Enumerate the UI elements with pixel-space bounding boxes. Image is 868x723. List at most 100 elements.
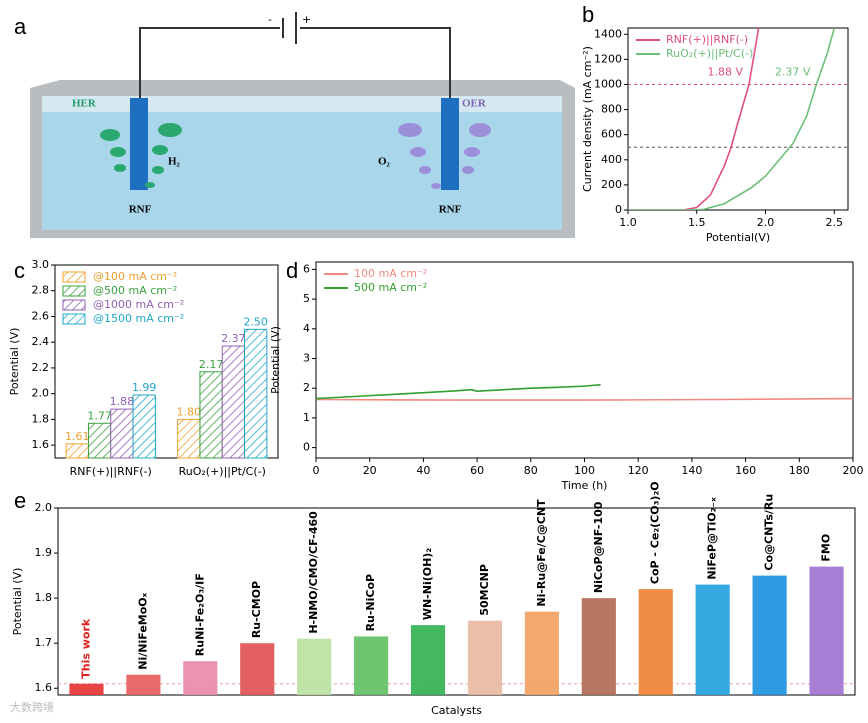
y-axis-label: Potential (V) — [269, 326, 282, 394]
legend-label: @100 mA cm⁻² — [93, 270, 177, 283]
x-tick-label: 100 — [574, 464, 595, 477]
wire — [139, 27, 280, 100]
x-tick-label: 180 — [789, 464, 810, 477]
y-tick-label: 1.8 — [32, 412, 50, 425]
y-tick-label: 1200 — [594, 52, 622, 65]
panel-letter: d — [286, 258, 298, 283]
panel-letter: c — [14, 258, 25, 283]
x-tick-label: 1.5 — [688, 216, 706, 229]
x-tick-label: 120 — [628, 464, 649, 477]
legend-label: @1500 mA cm⁻² — [93, 312, 184, 325]
value-label: 1.61 — [65, 430, 90, 443]
bar — [65, 443, 89, 459]
y-tick-label: 4 — [303, 322, 310, 335]
legend-label: RNF(+)||RNF(-) — [666, 33, 748, 46]
bar — [177, 418, 201, 459]
electrode — [441, 98, 459, 190]
bar — [87, 422, 112, 459]
y-tick-label: 1.8 — [35, 591, 53, 604]
y-tick-label: 3.0 — [32, 258, 50, 271]
y-tick-label: 2.0 — [35, 501, 53, 514]
x-axis-label: Potential(V) — [706, 231, 770, 244]
y-axis-label: Current density (mA cm⁻²) — [581, 46, 594, 192]
bar — [221, 345, 246, 459]
bar — [695, 584, 730, 695]
x-tick-label: 200 — [843, 464, 864, 477]
x-tick-label: 2.0 — [757, 216, 775, 229]
electrode — [130, 98, 148, 190]
value-label: 2.17 — [199, 358, 224, 371]
legend-label: 100 mA cm⁻² — [354, 267, 427, 280]
y-tick-label: 6 — [303, 262, 310, 275]
panel-letter: e — [14, 488, 26, 513]
value-label: 2.50 — [243, 315, 268, 328]
line-series — [628, 28, 836, 210]
bar — [581, 598, 616, 695]
x-tick-label: 20 — [363, 464, 377, 477]
y-tick-label: 2.2 — [32, 361, 50, 374]
x-tick-label: RuO₂(+)||Pt/C(-) — [179, 465, 266, 478]
o2-bubbles — [398, 123, 491, 189]
y-tick-label: 3 — [303, 352, 310, 365]
y-axis-label: Potential (V) — [11, 568, 24, 636]
y-tick-label: 0 — [303, 441, 310, 454]
bar — [183, 661, 218, 695]
electrode-label: RNF — [129, 204, 152, 216]
legend-label: @1000 mA cm⁻² — [93, 298, 184, 311]
category-label: NiCoP@NF-100 — [592, 501, 605, 593]
x-tick-label: RNF(+)||RNF(-) — [70, 465, 152, 478]
y-tick-label: 1000 — [594, 77, 622, 90]
line-series — [628, 28, 760, 210]
category-label: CoP - Ce₂(CO₃)₂O — [649, 481, 662, 584]
y-tick-label: 2.8 — [32, 284, 50, 297]
bar — [524, 611, 559, 695]
legend-swatch — [62, 313, 86, 325]
x-tick-label: 40 — [416, 464, 430, 477]
h2-bubbles — [100, 123, 182, 188]
y-tick-label: 1.6 — [32, 438, 50, 451]
y-tick-label: 2.6 — [32, 309, 50, 322]
bar — [752, 575, 787, 695]
category-label: RuNi-Fe₂O₃/IF — [193, 573, 206, 656]
line-series — [316, 397, 853, 401]
y-tick-label: 2 — [303, 381, 310, 394]
bar — [199, 371, 223, 459]
x-tick-label: 160 — [735, 464, 756, 477]
legend-label: @500 mA cm⁻² — [93, 284, 177, 297]
line-series — [316, 383, 601, 400]
y-axis-label: Potential (V) — [8, 328, 21, 396]
y-tick-label: 1.7 — [35, 636, 53, 649]
bar — [410, 625, 446, 695]
panel-c: c 1.6 1.8 2.0 2.2 2.4 2.6 2.8 3.0 Potential (V) RN… — [8, 258, 279, 478]
y-tick-label: 1.9 — [35, 546, 53, 559]
bar — [244, 328, 268, 459]
category-label: FMO — [820, 534, 833, 562]
y-tick-label: 1.6 — [35, 681, 53, 694]
y-tick-label: 0 — [615, 203, 622, 216]
legend-label: RuO₂(+)||Pt/C(-) — [666, 47, 753, 60]
value-label: 1.80 — [177, 405, 202, 418]
category-label: Co@CNTs/Ru — [763, 494, 776, 571]
category-label: Ru-NiCoP — [364, 574, 377, 632]
her-label: HER — [72, 98, 97, 110]
panel-b: b 0 200 400 600 800 1000 1200 1400 1.0 1.5 2.0 2.5 Cu… — [581, 2, 849, 244]
plot-frame — [57, 507, 856, 696]
electrolyte-surface — [42, 96, 562, 112]
panel-a: a - + HER OER H₂ O₂ RNF RNF — [14, 12, 575, 238]
y-tick-label: 800 — [601, 103, 622, 116]
value-label: 1.99 — [132, 381, 157, 394]
x-tick-label: 60 — [470, 464, 484, 477]
legend-swatch — [62, 271, 86, 283]
bar — [354, 636, 389, 695]
bar — [467, 620, 503, 695]
watermark: 大数跨境 — [10, 700, 54, 714]
y-tick-label: 2.4 — [32, 335, 50, 348]
bar — [110, 408, 134, 459]
plot-frame — [54, 264, 279, 459]
bar — [132, 394, 156, 459]
value-label: 1.88 — [110, 395, 135, 408]
y-tick-label: 200 — [601, 178, 622, 191]
y-tick-label: 1400 — [594, 27, 622, 40]
